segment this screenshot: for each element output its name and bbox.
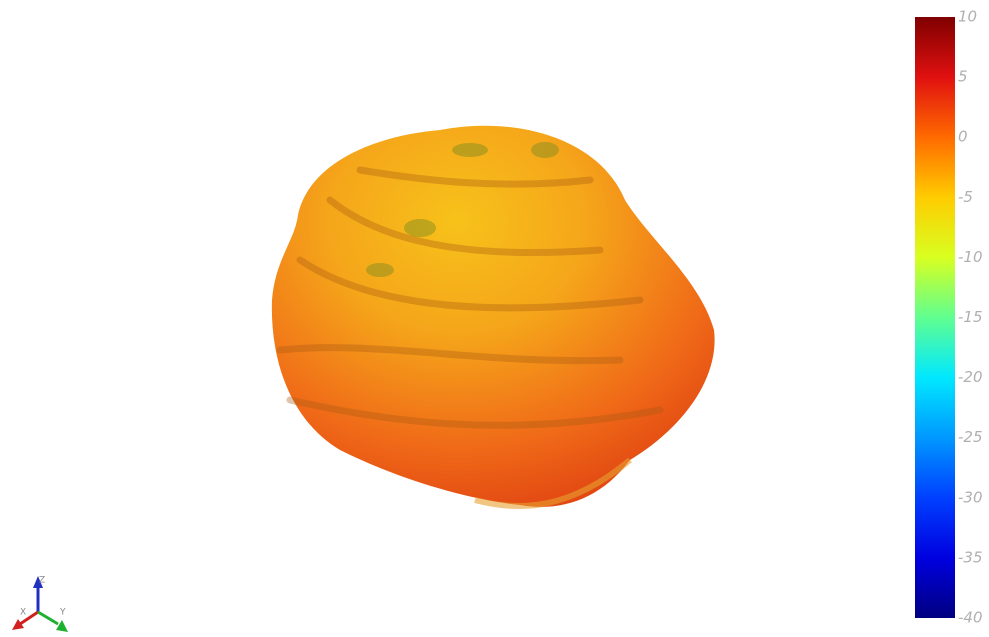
axis-label: Z (39, 576, 45, 586)
axis-label: Y (59, 608, 66, 618)
colorbar-tick-label: -5 (958, 188, 973, 206)
colorbar-tick-label: 5 (958, 68, 968, 86)
colorbar-tick-label: 10 (958, 8, 977, 26)
colorbar-tick-label: -30 (958, 488, 983, 506)
colorbar (915, 17, 955, 618)
colorbar-tick-label: -35 (958, 548, 983, 566)
colorbar-tick-label: -15 (958, 308, 983, 326)
axis-label: X (20, 608, 26, 618)
radiation-pattern (271, 125, 715, 510)
colorbar-tick-label: 0 (958, 128, 968, 146)
colorbar-tick-label: -10 (958, 248, 983, 266)
colorbar-tick-label: -40 (958, 609, 983, 627)
colorbar-tick-label: -25 (958, 428, 983, 446)
colorbar-tick-label: -20 (958, 368, 983, 386)
axes-triad: X Y Z (12, 576, 68, 632)
